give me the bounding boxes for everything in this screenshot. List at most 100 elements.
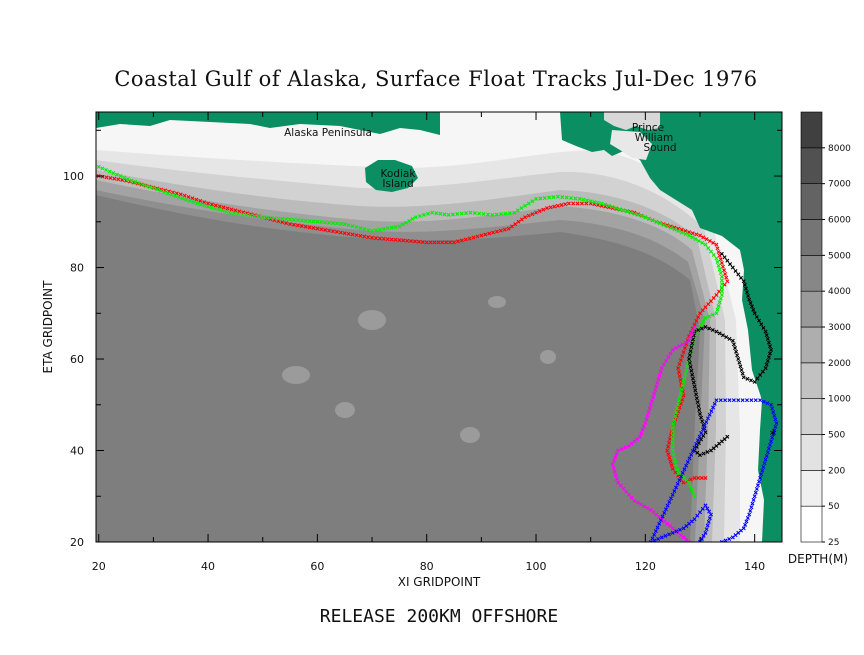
track-point <box>284 217 289 222</box>
track-point <box>664 358 669 363</box>
track-point <box>673 459 678 464</box>
track-point <box>714 242 719 247</box>
track-point <box>720 333 725 338</box>
track-point <box>579 201 584 206</box>
track-point <box>739 275 743 280</box>
track-point <box>448 240 453 245</box>
track-point <box>485 212 490 217</box>
track-point <box>670 448 675 453</box>
track-point <box>236 211 241 216</box>
track-point <box>503 211 508 216</box>
track-point <box>699 475 704 480</box>
track-point <box>512 210 517 215</box>
track-point <box>757 318 762 323</box>
track-point <box>707 412 712 417</box>
place-label: Kodiak <box>381 168 417 180</box>
track-point <box>444 240 449 245</box>
track-point <box>649 399 654 404</box>
track-point <box>677 344 682 349</box>
track-point <box>655 380 660 385</box>
track-point <box>288 222 293 227</box>
track-point <box>669 463 674 468</box>
track-point <box>715 246 720 251</box>
track-point <box>577 196 582 201</box>
chart-title: Coastal Gulf of Alaska, Surface Float Tr… <box>114 67 757 91</box>
x-tick-label: 80 <box>420 560 434 573</box>
track-point <box>455 212 460 216</box>
track-point <box>481 212 486 216</box>
track-point <box>526 213 531 218</box>
track-point <box>696 475 701 480</box>
track-point <box>393 225 398 230</box>
track-point <box>112 176 117 181</box>
track-point <box>650 536 655 541</box>
track-point <box>490 212 495 217</box>
track-point <box>667 455 672 460</box>
track-point <box>389 225 394 230</box>
track-point <box>178 192 183 197</box>
track-point <box>666 444 671 449</box>
track-point <box>705 506 710 511</box>
track-point <box>405 238 410 243</box>
track-point <box>346 231 351 236</box>
track-point <box>191 200 196 205</box>
release-marker: * <box>770 428 777 444</box>
track-point <box>764 454 769 458</box>
track-point <box>639 431 644 436</box>
track-point <box>731 342 736 347</box>
track-point <box>530 212 535 217</box>
track-point <box>327 220 332 225</box>
track-point <box>526 201 531 206</box>
track-point <box>727 536 732 541</box>
track-point <box>158 188 163 193</box>
track-point <box>502 227 507 232</box>
colorbar-tick-label: 500 <box>828 431 845 441</box>
track-point <box>692 384 697 389</box>
place-label: Sound <box>643 142 676 154</box>
track-point <box>661 362 666 367</box>
track-point <box>542 196 547 200</box>
track-point <box>706 416 710 421</box>
track-point <box>468 210 473 215</box>
track-point <box>691 380 696 385</box>
track-point <box>668 351 673 356</box>
track-point <box>122 175 127 180</box>
plot-area <box>96 112 782 542</box>
track-point <box>523 203 528 208</box>
track-point <box>767 351 772 356</box>
track-point <box>717 300 722 305</box>
x-axis: 20 40 60 80 100 120 140 <box>92 112 765 573</box>
track-point <box>703 242 708 247</box>
x-axis-label: XI GRIDPOINT <box>398 575 481 589</box>
track-point <box>711 405 716 410</box>
y-tick-label: 60 <box>70 353 84 366</box>
track-point <box>581 197 586 202</box>
track-point <box>442 212 447 217</box>
track-point <box>692 445 697 450</box>
track-point <box>655 525 660 530</box>
track-point <box>689 368 694 373</box>
track-point <box>491 230 496 235</box>
track-point <box>327 228 332 233</box>
track-point <box>679 230 684 235</box>
track-point <box>232 211 237 216</box>
track-point <box>722 282 727 287</box>
track-point <box>323 227 328 232</box>
track-point <box>202 200 207 205</box>
track-point <box>706 246 711 251</box>
track-point <box>688 335 693 340</box>
track-point <box>767 344 772 349</box>
track-point <box>685 364 690 369</box>
place-label: William <box>635 132 673 144</box>
track-point <box>350 224 355 229</box>
track-point <box>699 323 704 328</box>
track-point <box>699 437 704 442</box>
track-point <box>772 413 777 418</box>
track-point <box>673 470 678 475</box>
track-point <box>656 377 661 382</box>
track-point <box>747 297 752 302</box>
track-point <box>319 220 324 225</box>
track-point <box>771 432 776 437</box>
track-point <box>613 455 618 460</box>
track-point <box>338 221 343 226</box>
